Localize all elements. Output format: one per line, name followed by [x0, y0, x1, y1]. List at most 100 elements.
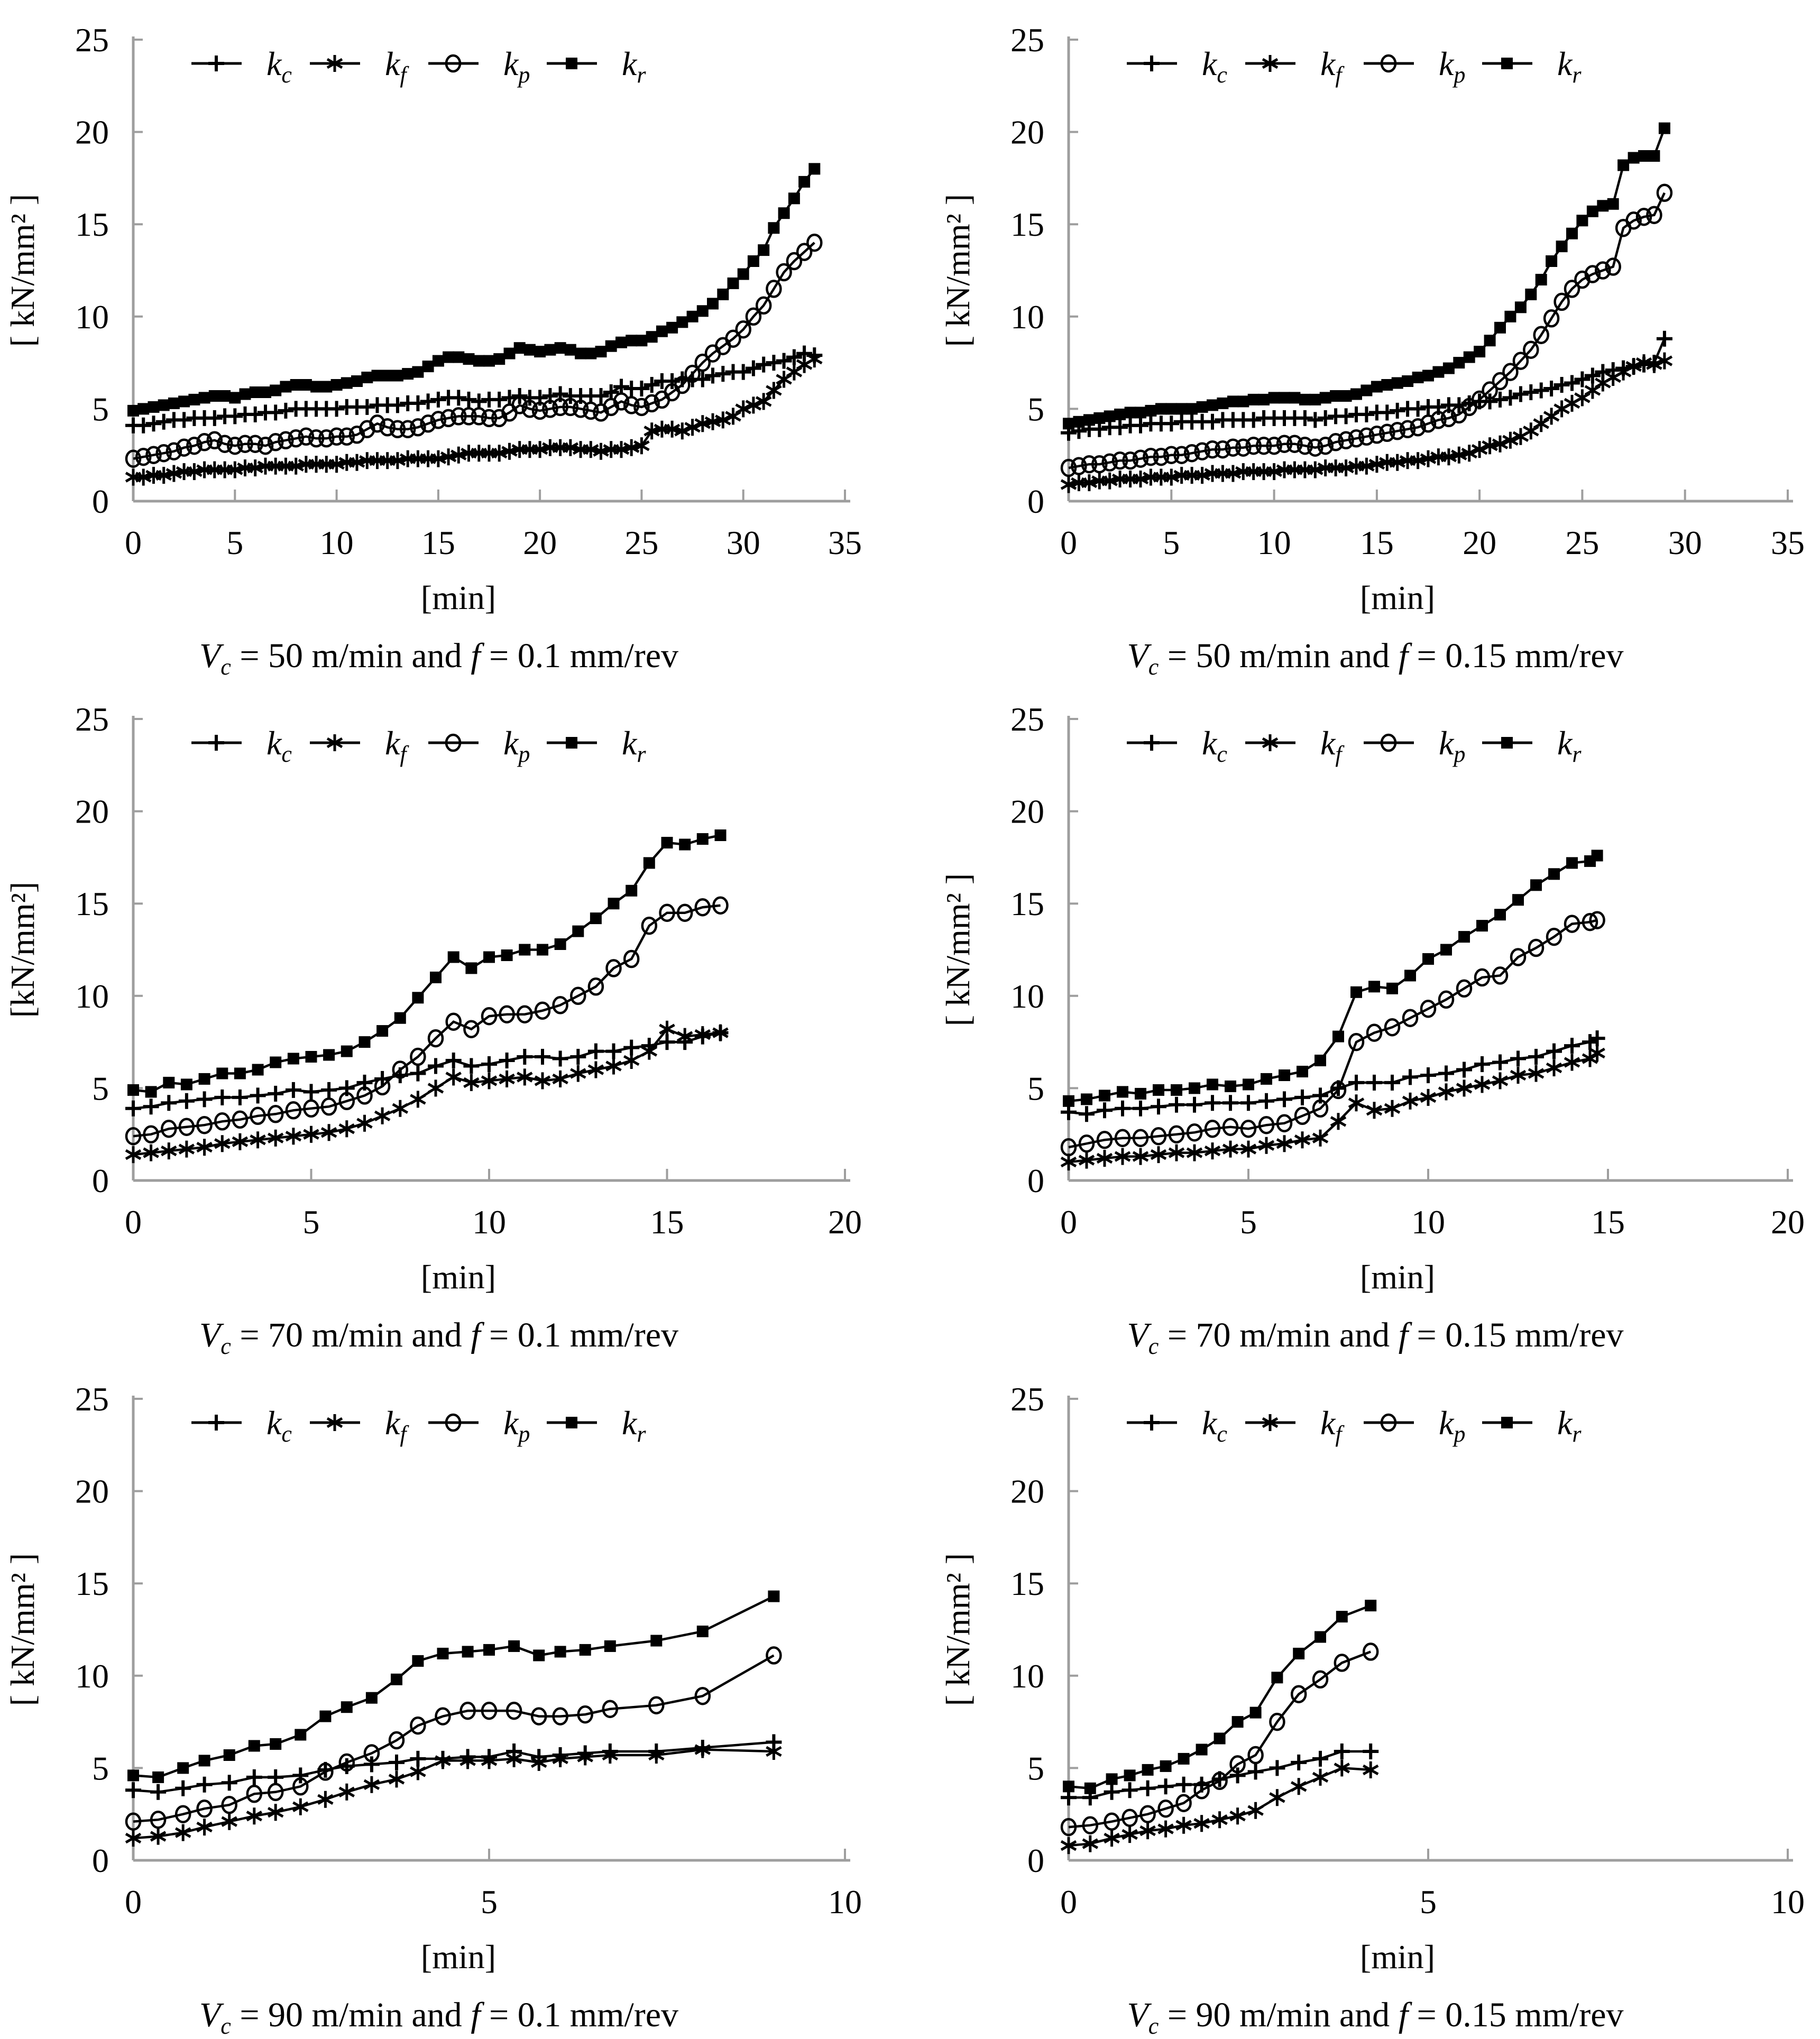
plus-marker [1144, 735, 1160, 751]
x-tick-label: 5 [303, 1203, 320, 1241]
plus-marker [430, 391, 446, 408]
x-tick-label: 5 [226, 524, 243, 561]
circle-marker [1163, 446, 1180, 464]
square-marker [270, 1056, 282, 1068]
plus-marker [125, 1782, 141, 1798]
circle-marker [602, 1700, 619, 1718]
y-tick-label: 20 [1010, 114, 1044, 151]
square-marker [483, 355, 495, 367]
plus-marker [1104, 1784, 1120, 1800]
asterisk-marker [1546, 1059, 1562, 1076]
legend-label-kr: kr [622, 724, 646, 767]
legend-item-kp: kp [1364, 1404, 1465, 1447]
plus-marker [175, 1780, 191, 1796]
legend-label-kr: kr [622, 45, 646, 88]
plus-marker [196, 1091, 213, 1108]
plus-marker [461, 391, 477, 408]
asterisk-marker [1276, 1135, 1293, 1152]
square-marker [1261, 1073, 1272, 1085]
asterisk-marker [326, 734, 343, 751]
asterisk-marker [534, 1072, 551, 1090]
circle-marker [1240, 1119, 1257, 1138]
square-marker [1247, 393, 1260, 405]
square-marker [626, 335, 638, 347]
square-marker [1135, 1087, 1146, 1100]
circle-marker [1456, 979, 1473, 998]
y-tick-label: 20 [1010, 1473, 1044, 1510]
plus-marker [1175, 1776, 1192, 1793]
x-axis-title: [min] [1360, 1938, 1435, 1976]
square-marker [1340, 390, 1352, 402]
circle-marker [1330, 1081, 1347, 1100]
square-marker [778, 207, 790, 219]
plus-marker [1420, 1067, 1436, 1083]
circle-marker [1595, 261, 1611, 280]
circle-marker [552, 996, 568, 1014]
square-marker [178, 395, 190, 408]
plus-marker [214, 1089, 231, 1105]
circle-marker [1338, 431, 1354, 450]
y-tick-label: 25 [1010, 1380, 1044, 1418]
circle-marker [735, 320, 751, 339]
plus-marker [1229, 1767, 1246, 1784]
circle-marker [1276, 1114, 1293, 1132]
asterisk-marker [1060, 476, 1077, 493]
circle-marker [196, 1115, 213, 1134]
plus-marker [1115, 1100, 1130, 1117]
y-tick-label: 15 [75, 885, 109, 922]
circle-marker [1471, 390, 1488, 409]
square-marker [1135, 407, 1146, 419]
asterisk-marker [410, 1763, 426, 1780]
circle-marker [267, 1105, 284, 1123]
square-marker [768, 1590, 780, 1602]
plus-marker [410, 1065, 426, 1082]
square-marker [1160, 1760, 1172, 1772]
square-marker [208, 390, 220, 402]
plus-marker [363, 1756, 380, 1773]
circle-marker [125, 1127, 142, 1146]
square-marker [341, 1701, 353, 1713]
chart-caption: Vc = 70 m/min and f = 0.1 mm/rev [199, 1316, 678, 1359]
x-axis-title: [min] [1360, 1258, 1435, 1296]
square-marker [661, 837, 673, 848]
plus-marker [1112, 419, 1128, 436]
square-marker [1117, 1086, 1128, 1098]
asterisk-marker [1523, 422, 1539, 440]
circle-marker [285, 1101, 302, 1120]
square-marker [394, 1012, 406, 1024]
legend-item-kf: kf [310, 45, 409, 88]
circle-marker [178, 1118, 195, 1136]
square-marker [1330, 390, 1342, 402]
circle-marker [534, 1001, 551, 1020]
asterisk-marker [623, 439, 640, 456]
asterisk-marker [1510, 1067, 1527, 1084]
x-tick-label: 0 [125, 524, 142, 561]
asterisk-marker [1584, 382, 1601, 399]
asterisk-marker [1150, 1146, 1167, 1164]
asterisk-marker [143, 1144, 159, 1161]
circle-marker [338, 1092, 355, 1111]
square-marker [1371, 381, 1383, 393]
chart-canvas: 0 5 10 15 20 25 0 5 10 15 20 [kN/mm²] [min] kc kf kp kr V… [4, 700, 862, 1359]
y-tick-label: 0 [1027, 1842, 1044, 1879]
circle-marker [1297, 436, 1313, 455]
asterisk-marker [570, 1065, 586, 1082]
square-marker [1368, 981, 1380, 993]
asterisk-marker [317, 1791, 334, 1808]
asterisk-marker [659, 1020, 675, 1038]
plus-marker [1222, 1095, 1238, 1111]
circle-marker [1132, 449, 1149, 468]
asterisk-marker [664, 420, 681, 438]
square-marker [391, 370, 403, 382]
asterisk-marker [246, 1807, 263, 1825]
square-marker [1350, 388, 1362, 400]
square-marker [1501, 1417, 1513, 1428]
y-tick-label: 5 [1027, 390, 1044, 428]
asterisk-marker [704, 413, 721, 430]
circle-marker [250, 1106, 266, 1125]
circle-marker [471, 407, 488, 426]
plus-marker [125, 1100, 141, 1117]
circle-marker [1186, 1123, 1203, 1142]
plus-marker [1574, 371, 1591, 387]
asterisk-marker [1410, 452, 1426, 469]
